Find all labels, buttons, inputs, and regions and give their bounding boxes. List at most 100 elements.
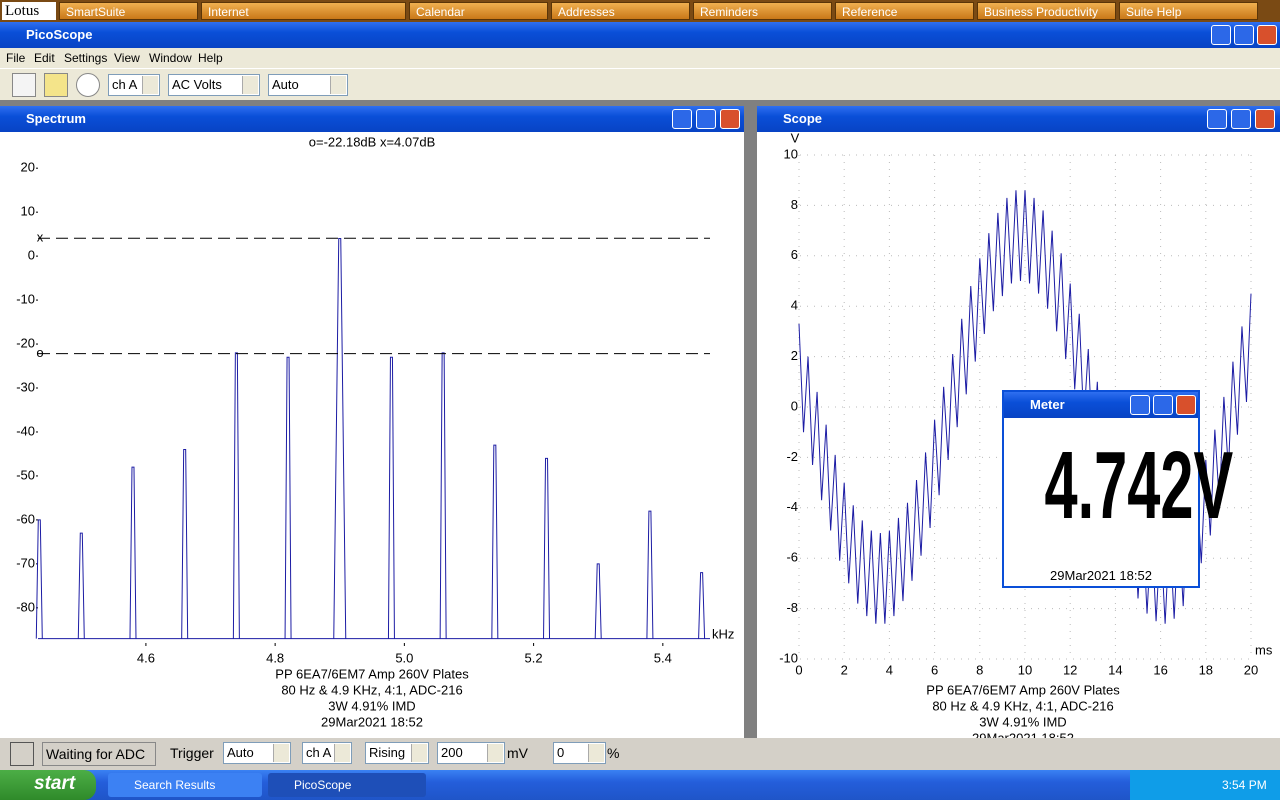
y-tick-label: -40 [16, 423, 35, 438]
clock: 3:54 PM [1130, 770, 1280, 800]
x-tick-label: 5.0 [395, 650, 413, 665]
y-tick-label: -80 [16, 599, 35, 614]
start-button[interactable]: start [0, 770, 96, 800]
meter-date: 29Mar2021 18:52 [1050, 568, 1152, 583]
task-button[interactable]: Search Results [108, 773, 262, 797]
y-tick-label: 2 [791, 348, 798, 363]
cursor-marker: o [36, 345, 43, 360]
scope-button[interactable] [12, 73, 36, 97]
y-tick-label: -20 [16, 335, 35, 350]
lotus-item[interactable]: Business Productivity [977, 2, 1116, 20]
trigger-mode[interactable]: Auto [223, 742, 291, 764]
trigger-delay[interactable]: 0 [553, 742, 606, 764]
spectrum-peak [439, 352, 447, 639]
minimize[interactable] [1211, 25, 1231, 45]
lotus-item[interactable]: Reference [835, 2, 974, 20]
spectrum-peak [35, 519, 43, 639]
menu-item[interactable]: Window [149, 51, 192, 65]
y-tick-label: 6 [791, 247, 798, 262]
spectrum-peak [284, 356, 292, 639]
spectrum-peak [491, 444, 499, 639]
caption: 3W 4.91% IMD [979, 714, 1066, 729]
meter-title: Meter [1030, 397, 1065, 412]
close[interactable] [720, 109, 740, 129]
close[interactable] [1255, 109, 1275, 129]
trigger-channel[interactable]: ch A [302, 742, 352, 764]
maximize[interactable] [1234, 25, 1254, 45]
meter-title-bar: Meter [1004, 392, 1198, 418]
y-tick-label: 0 [791, 398, 798, 413]
lotus-item[interactable]: Reminders [693, 2, 832, 20]
lotus-item[interactable]: Suite Help [1119, 2, 1258, 20]
minimize[interactable] [1130, 395, 1150, 415]
minimize[interactable] [672, 109, 692, 129]
x-tick-label: 6 [931, 662, 938, 677]
level-unit: mV [507, 745, 528, 761]
app-title-bar: PicoScope [0, 22, 1280, 48]
spectrum-peak [77, 532, 85, 639]
lotus-item[interactable]: Calendar [409, 2, 548, 20]
trigger-level[interactable]: 200 [437, 742, 505, 764]
x-tick-label: 10 [1018, 662, 1032, 677]
y-tick-label: -60 [16, 511, 35, 526]
x-tick-label: 5.2 [525, 650, 543, 665]
x-tick-label: 16 [1153, 662, 1167, 677]
x-tick-label: 18 [1199, 662, 1213, 677]
spectrum-button[interactable] [44, 73, 68, 97]
status-bar: Waiting for ADC Trigger Auto ch A Rising… [0, 738, 1280, 770]
spectrum-peak [333, 238, 347, 639]
x-tick-label: 12 [1063, 662, 1077, 677]
spectrum-peak [594, 563, 602, 639]
menu-item[interactable]: File [6, 51, 26, 65]
lotus-brand[interactable]: Lotus [2, 2, 56, 20]
range-select[interactable]: Auto [268, 74, 348, 96]
y-tick-label: -50 [16, 467, 35, 482]
y-tick-label: -10 [16, 292, 35, 307]
close[interactable] [1176, 395, 1196, 415]
caption: PP 6EA7/6EM7 Amp 260V Plates [275, 666, 469, 681]
x-tick-label: 14 [1108, 662, 1122, 677]
caption: PP 6EA7/6EM7 Amp 260V Plates [926, 682, 1120, 697]
spectrum-peak [181, 449, 189, 639]
trigger-edge[interactable]: Rising [365, 742, 429, 764]
run-button[interactable] [10, 742, 34, 766]
lotus-item[interactable]: SmartSuite [59, 2, 198, 20]
y-tick-label: 0 [28, 248, 35, 263]
channel-select[interactable]: ch A [108, 74, 160, 96]
app-title: PicoScope [26, 27, 93, 42]
scope-title-bar: Scope [757, 106, 1280, 132]
task-button[interactable]: PicoScope [268, 773, 426, 797]
x-tick-label: 4.6 [137, 650, 155, 665]
caption: 80 Hz & 4.9 KHz, 4:1, ADC-216 [281, 682, 462, 697]
maximize[interactable] [1231, 109, 1251, 129]
menu-item[interactable]: Edit [34, 51, 55, 65]
menu-bar: File Edit Settings View Window Help [0, 48, 1280, 68]
x-tick-label: 0 [795, 662, 802, 677]
spectrum-title: Spectrum [26, 111, 86, 126]
spectrum-peak [387, 356, 395, 639]
y-tick-label: 4 [791, 298, 798, 313]
lotus-item[interactable]: Addresses [551, 2, 690, 20]
menu-item[interactable]: Help [198, 51, 223, 65]
y-tick-label: 8 [791, 197, 798, 212]
scope-title: Scope [783, 111, 823, 126]
menu-item[interactable]: View [114, 51, 140, 65]
spectrum-peak [698, 572, 706, 639]
meter-reading: 4.742V [1044, 432, 1234, 539]
x-tick-label: 20 [1244, 662, 1258, 677]
y-tick-label: 10 [21, 204, 35, 219]
meter-button[interactable] [76, 73, 100, 97]
close[interactable] [1257, 25, 1277, 45]
y-tick-label: -4 [786, 499, 798, 514]
mode-select[interactable]: AC Volts [168, 74, 260, 96]
lotus-item[interactable]: Internet [201, 2, 406, 20]
trigger-label: Trigger [170, 745, 214, 761]
maximize[interactable] [696, 109, 716, 129]
caption: 3W 4.91% IMD [328, 698, 415, 713]
y-tick-label: -10 [779, 650, 798, 665]
minimize[interactable] [1207, 109, 1227, 129]
menu-item[interactable]: Settings [64, 51, 108, 65]
y-tick-label: -2 [786, 449, 798, 464]
maximize[interactable] [1153, 395, 1173, 415]
